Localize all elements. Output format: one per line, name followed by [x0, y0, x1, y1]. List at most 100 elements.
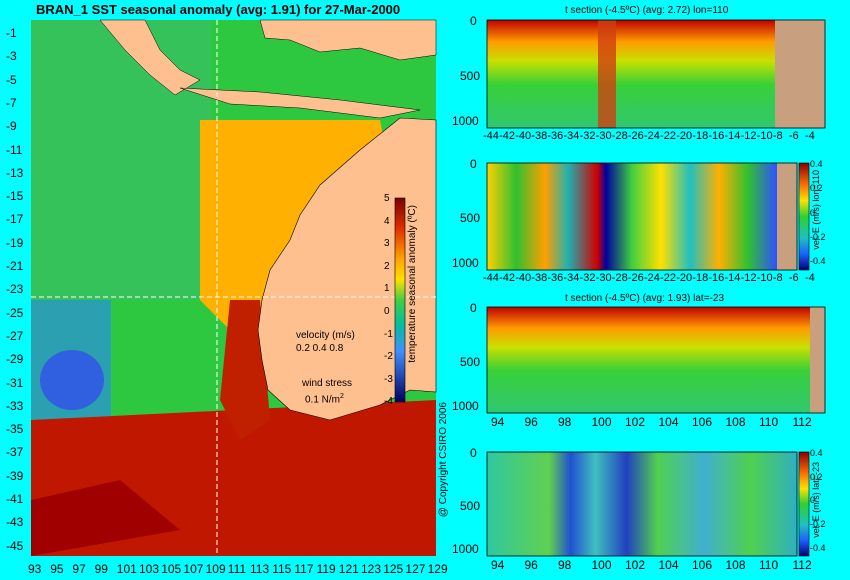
lat-tick-label: -23: [6, 282, 24, 297]
section-panel-4: [486, 451, 810, 557]
panel1-x-tick: -44: [483, 130, 499, 142]
panel1-depth-tick: 0: [470, 14, 477, 28]
panel4-colorbar: [798, 451, 810, 557]
panel2-x-tick: -26: [627, 272, 644, 284]
panel3-depth-tick: 0: [470, 301, 477, 315]
panel1-x-tick: -26: [627, 130, 644, 142]
panel3-x-tick: 94: [491, 415, 505, 429]
lon-tick-label: 103: [139, 562, 160, 576]
lon-tick-label: 95: [50, 562, 64, 576]
lon-tick-label: 127: [405, 562, 426, 576]
panel4-x-tick: 104: [658, 558, 679, 572]
panel4-depth-tick: 1000: [452, 542, 479, 556]
panel1-x-tick: -10: [756, 130, 773, 142]
panel2-cbar-tick: -0.2: [810, 231, 826, 242]
lat-tick-label: -15: [6, 189, 24, 204]
panel4-x-tick: 102: [625, 558, 646, 572]
panel1-x-tick: -14: [724, 130, 741, 142]
panel4-cbar-tick: 0.4: [810, 448, 823, 458]
panel2-x-tick: -16: [708, 272, 725, 284]
panel2-x-tick: -20: [676, 272, 693, 284]
panel4-x-tick: 100: [591, 558, 612, 572]
lon-tick-label: 125: [383, 562, 404, 576]
lat-tick-label: -5: [6, 72, 17, 87]
panel1-title: t section (-4.5ºC) (avg: 2.72) lon=110: [565, 5, 729, 16]
panel1-depth-tick: 1000: [452, 114, 479, 128]
panel1-x-tick: -40: [515, 130, 532, 142]
panel4-cbar-tick: 0.2: [810, 471, 823, 482]
map-colorbar: [394, 197, 406, 403]
lon-tick-label: 97: [72, 562, 86, 576]
panel3-depth-tick: 1000: [452, 399, 479, 413]
panel2-cbar-tick: -0.4: [810, 256, 826, 267]
panel1-x-tick: -18: [692, 130, 709, 142]
panel4-x-tick: 98: [558, 558, 572, 572]
lon-tick-label: 109: [205, 562, 226, 576]
colorbar-tick-label: 0: [384, 306, 390, 317]
panel2-depth-tick: 0: [470, 157, 477, 171]
lon-tick-label: 111: [227, 562, 247, 576]
panel1-x-tick: -30: [595, 130, 612, 142]
panel2-x-tick: -30: [595, 272, 612, 284]
panel3-x-tick: 98: [558, 415, 572, 429]
panel2-field: [487, 163, 777, 270]
lat-tick-label: -25: [6, 305, 24, 320]
section-panel-2: [486, 162, 810, 271]
panel2-x-tick: -12: [740, 272, 757, 284]
velocity-legend-label: velocity (m/s): [296, 330, 355, 341]
panel4-x-tick: 112: [792, 558, 812, 572]
panel3-x-tick: 112: [792, 415, 812, 429]
lat-tick-label: -11: [6, 142, 23, 157]
panel1-x-tick: -38: [531, 130, 548, 142]
land-australia: [257, 117, 437, 421]
land-borneo: [259, 19, 437, 61]
section-panel-1: [486, 19, 826, 129]
lat-tick-label: -9: [6, 119, 17, 134]
panel1-x-tick: -36: [547, 130, 564, 142]
colorbar-tick-label: -3: [384, 373, 393, 385]
panel1-x-tick: -28: [611, 130, 628, 142]
lat-tick-label: -13: [6, 165, 24, 180]
panel4-x-tick: 108: [725, 558, 746, 572]
panel1-x-tick: -12: [740, 130, 757, 142]
colorbar-tick-label: 2: [384, 260, 390, 272]
velocity-legend-scale: 0.2 0.4 0.8: [296, 343, 344, 354]
lon-tick-label: 101: [116, 562, 137, 576]
map-north-west-region: [31, 20, 211, 300]
panel4-cbar-tick: -0.4: [810, 542, 826, 553]
lat-tick-label: -19: [6, 235, 24, 250]
lat-tick-label: -43: [6, 515, 24, 530]
lon-tick-label: 123: [361, 562, 382, 576]
panel1-x-tick: -16: [708, 130, 725, 142]
panel2-cbar-tick: 0.2: [810, 183, 823, 194]
panel3-x-tick: 104: [658, 415, 679, 429]
lat-tick-label: -33: [6, 398, 24, 413]
panel3-title: t section (-4.5ºC) (avg: 1.93) lat=-23: [565, 293, 724, 304]
panel2-x-tick: -18: [692, 272, 709, 284]
wind-legend-label: wind stress: [302, 378, 353, 389]
lon-tick-label: 117: [294, 562, 314, 576]
lon-tick-label: 93: [28, 562, 42, 576]
panel2-depth-tick: 500: [460, 211, 481, 226]
map-south-west-warm: [31, 480, 180, 556]
panel4-depth-tick: 500: [460, 498, 481, 513]
panel2-x-tick: -28: [611, 272, 628, 284]
lat-tick-label: -27: [6, 328, 24, 343]
lon-tick-label: 115: [272, 562, 292, 576]
panel2-colorbar: [798, 162, 810, 271]
wind-legend-value: 0.1 N/m2: [305, 393, 344, 406]
panel2-x-tick: -34: [563, 272, 580, 284]
lon-tick-label: 129: [427, 562, 448, 576]
panel1-x-tick: -8: [772, 130, 783, 142]
panel3-land: [810, 307, 825, 413]
panel1-x-tick: -32: [579, 130, 596, 142]
colorbar-tick-label: -4: [384, 396, 393, 408]
colorbar-tick-label: -1: [384, 328, 393, 340]
map-leeuwin-current: [220, 300, 270, 440]
lat-tick-label: -29: [6, 352, 24, 367]
section-panel-3: [486, 306, 826, 414]
panel4-x-tick: 96: [524, 558, 538, 572]
panel1-x-tick: -42: [499, 130, 515, 142]
panel2-land: [777, 163, 797, 270]
